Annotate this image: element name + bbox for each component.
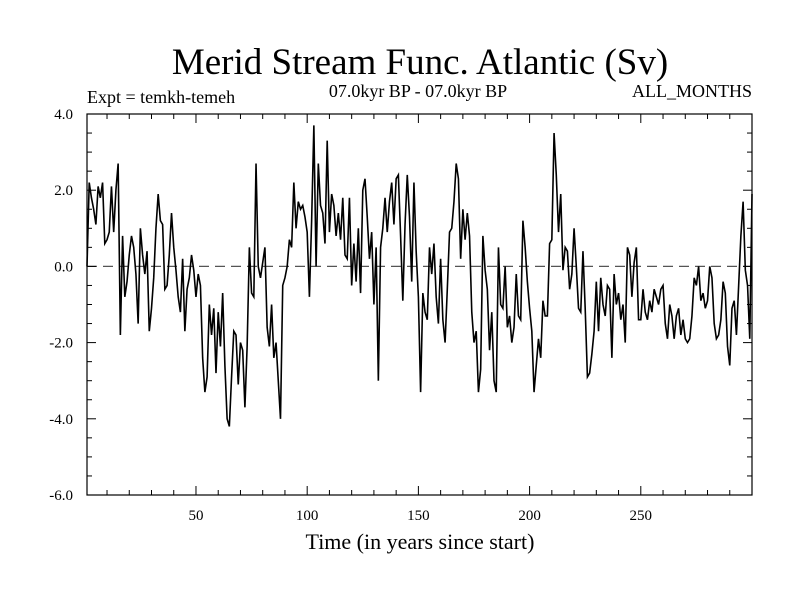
y-tick-label: -4.0 xyxy=(49,412,73,428)
chart-title: Merid Stream Func. Atlantic (Sv) xyxy=(172,42,668,83)
x-tick-label: 100 xyxy=(296,508,319,524)
x-tick-label: 50 xyxy=(188,508,203,524)
y-tick-label: 2.0 xyxy=(54,183,73,199)
experiment-label: Expt = temkh-temeh xyxy=(87,87,235,107)
y-tick-label: -2.0 xyxy=(49,336,73,352)
y-tick-label: 0.0 xyxy=(54,259,73,275)
period-label: 07.0kyr BP - 07.0kyr BP xyxy=(329,81,507,101)
x-tick-label: 200 xyxy=(518,508,541,524)
y-tick-label: -6.0 xyxy=(49,488,73,504)
series-line xyxy=(86,125,753,427)
x-axis-label: Time (in years since start) xyxy=(306,529,535,554)
y-tick-label: 4.0 xyxy=(54,107,73,123)
x-tick-label: 250 xyxy=(630,508,653,524)
plot-frame xyxy=(86,113,753,496)
x-tick-label: 150 xyxy=(407,508,430,524)
season-label: ALL_MONTHS xyxy=(632,81,752,101)
